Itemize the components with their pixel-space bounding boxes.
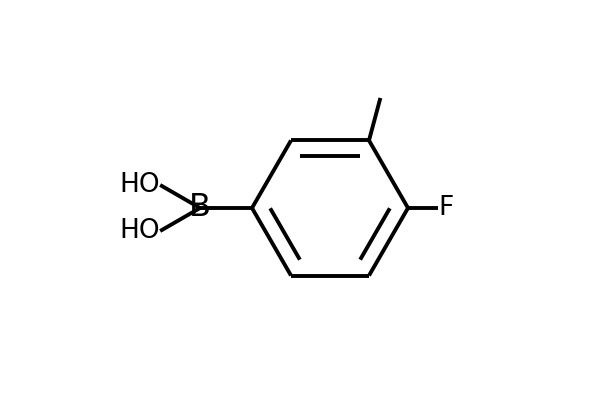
Text: HO: HO xyxy=(119,218,160,244)
Text: HO: HO xyxy=(119,172,160,198)
Text: B: B xyxy=(189,192,211,224)
Text: F: F xyxy=(438,195,453,221)
